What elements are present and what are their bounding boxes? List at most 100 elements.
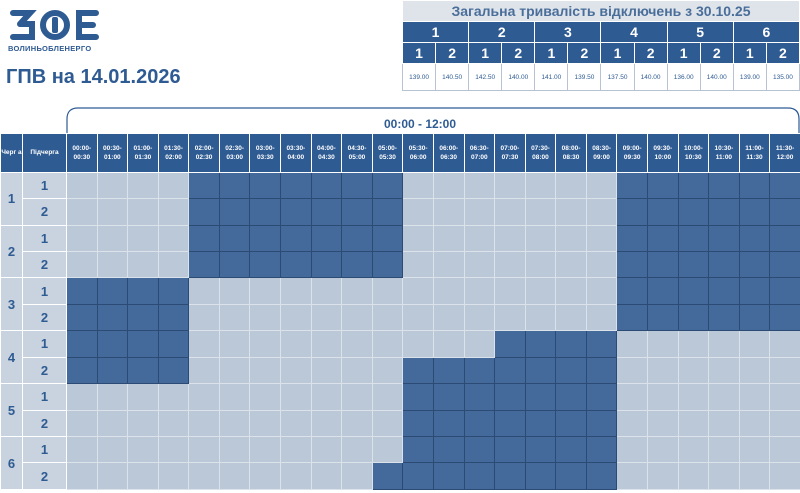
outage-cell [769,224,800,252]
time-slot-header: 00:30- 01:00 [96,133,129,173]
outage-cell [769,277,800,305]
summary-duration: 139.00 [732,63,767,91]
power-on-cell [708,330,740,358]
outage-cell [616,303,648,332]
power-on-cell [677,409,710,438]
power-on-cell [494,224,526,252]
power-on-cell [646,356,679,385]
outage-cell [494,356,526,385]
outage-cell [616,250,648,279]
power-on-cell [708,356,740,385]
power-on-cell [249,409,282,438]
power-on-cell [96,436,129,464]
power-on-cell [432,330,465,358]
outage-cell [402,409,434,438]
power-on-cell [96,198,129,226]
subqueue-number: 1 [22,277,67,305]
summary-subqueue: 2 [501,42,536,64]
power-on-cell [157,198,190,226]
power-on-cell [66,224,98,252]
table-row: 2 [1,462,800,490]
power-on-cell [157,436,190,464]
power-on-cell [738,356,771,385]
power-on-cell [555,224,587,252]
power-on-cell [66,250,98,279]
outage-cell [585,436,618,464]
summary-duration: 135.00 [765,63,800,91]
outage-cell [127,303,159,332]
queue-number: 2 [0,224,23,279]
outage-cell [616,224,648,252]
power-on-cell [646,462,679,490]
power-on-cell [188,330,220,358]
outage-cell [310,250,343,279]
outage-cell [524,330,557,358]
power-on-cell [249,436,282,464]
power-on-cell [280,436,312,464]
power-on-cell [188,303,220,332]
table-row: 2 [1,198,800,226]
outage-cell [310,224,343,252]
power-on-cell [677,462,710,490]
subqueue-number: 2 [22,356,67,385]
power-on-cell [96,224,129,252]
power-on-cell [218,330,251,358]
outage-cell [677,277,710,305]
outage-cell [646,171,679,200]
outage-cell [66,277,98,305]
outage-cell [96,356,129,385]
power-on-cell [494,198,526,226]
outage-cell [494,383,526,411]
outage-cell [708,250,740,279]
power-on-cell [96,462,129,490]
power-on-cell [646,383,679,411]
power-on-cell [494,171,526,200]
power-on-cell [188,383,220,411]
power-on-cell [646,409,679,438]
power-on-cell [218,303,251,332]
outage-cell [157,277,190,305]
subqueue-number: 1 [22,436,67,464]
outage-cell [188,171,220,200]
power-on-cell [463,277,496,305]
time-slot-header: 05:00- 05:30 [371,133,404,173]
summary-subqueue: 1 [468,42,503,64]
power-on-cell [249,330,282,358]
power-on-cell [188,277,220,305]
power-on-cell [738,330,771,358]
power-on-cell [96,171,129,200]
power-on-cell [341,277,373,305]
power-on-cell [310,436,343,464]
power-on-cell [280,409,312,438]
summary-subqueue: 1 [534,42,569,64]
subqueue-number: 1 [22,171,67,200]
time-slot-header: 09:00- 09:30 [616,133,648,173]
outage-cell [708,303,740,332]
power-on-cell [555,303,587,332]
power-on-cell [341,330,373,358]
outage-cell [738,250,771,279]
power-on-cell [371,436,404,464]
outage-cell [585,383,618,411]
power-on-cell [127,250,159,279]
power-on-cell [432,171,465,200]
time-slot-header: 01:00- 01:30 [127,133,159,173]
outage-cell [646,303,679,332]
power-on-cell [96,383,129,411]
power-on-cell [66,198,98,226]
time-slot-header: 10:00- 10:30 [677,133,710,173]
outage-cell [555,356,587,385]
time-slot-header: 04:00- 04:30 [310,133,343,173]
time-slot-header: 04:30- 05:00 [341,133,373,173]
power-on-cell [402,303,434,332]
power-on-cell [157,409,190,438]
power-on-cell [96,250,129,279]
outage-cell [769,171,800,200]
outage-cell [524,383,557,411]
summary-title: Загальна тривалість відключень з 30.10.2… [402,0,800,22]
summary-queue-3: 3 [534,21,602,43]
